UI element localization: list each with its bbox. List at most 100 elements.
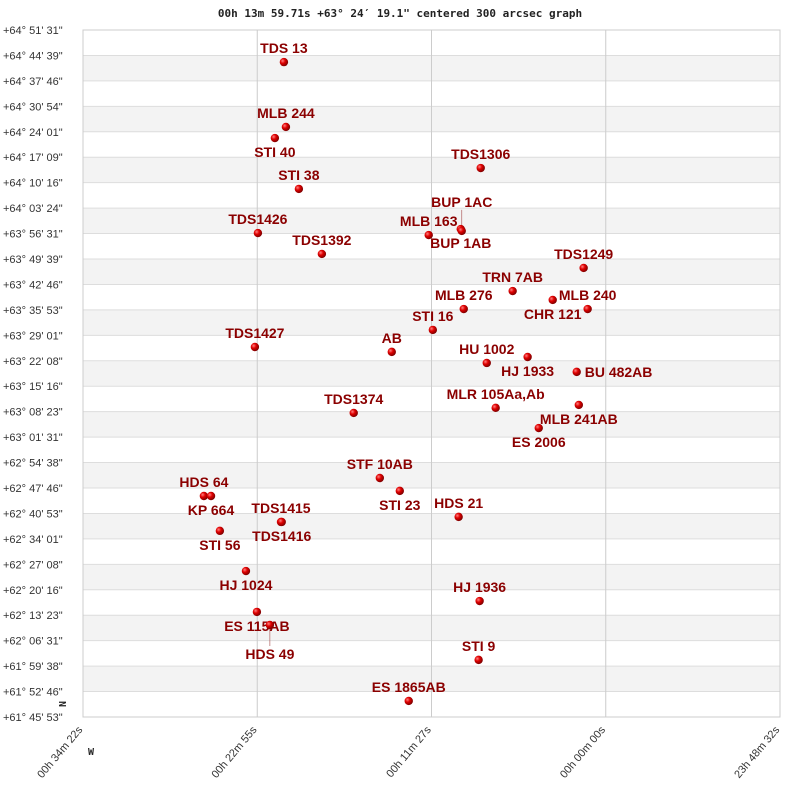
y-tick-label: +61° 45' 53" [3, 712, 63, 724]
star-marker[interactable] [253, 228, 263, 238]
star[interactable]: ES 115AB [224, 607, 290, 634]
star[interactable]: STI 16 [412, 308, 454, 335]
y-tick-label: +62° 54' 38" [3, 458, 63, 470]
star[interactable]: BUP 1AC [431, 194, 492, 236]
star-marker[interactable] [579, 263, 588, 273]
star-marker[interactable] [395, 486, 404, 496]
star[interactable]: MLB 240 [559, 287, 617, 314]
star-marker[interactable] [265, 620, 275, 630]
star-marker[interactable] [572, 367, 581, 377]
star-marker[interactable] [459, 304, 468, 314]
star-marker[interactable] [474, 655, 483, 665]
star[interactable]: HJ 1024 [219, 566, 273, 593]
y-tick-label: +63° 56' 31" [3, 229, 63, 241]
star-marker[interactable] [534, 423, 543, 433]
star-label: ES 2006 [512, 434, 566, 450]
star[interactable]: MLB 276 [435, 287, 493, 314]
star[interactable]: TRN 7AB [482, 269, 543, 296]
star-marker[interactable] [508, 286, 517, 296]
y-tick-label: +63° 15' 16" [3, 381, 63, 393]
star[interactable]: HU 1002 [459, 341, 515, 368]
star-marker[interactable] [404, 696, 413, 706]
star[interactable]: STF 10AB [347, 456, 413, 483]
star-marker[interactable] [583, 304, 592, 314]
star[interactable]: TDS1427 [225, 325, 285, 352]
star-marker[interactable] [206, 491, 216, 501]
star[interactable]: ES 1865AB [372, 679, 446, 706]
star[interactable]: MLB 241AB [540, 400, 618, 427]
star-marker[interactable] [277, 517, 286, 527]
star-marker[interactable] [215, 526, 225, 536]
star-label: HJ 1933 [501, 363, 554, 379]
star-label: KP 664 [188, 502, 235, 518]
star-marker[interactable] [574, 400, 584, 410]
star[interactable]: AB [382, 330, 402, 357]
star-label: MLB 240 [559, 287, 617, 303]
plot-frame [82, 29, 781, 718]
y-tick-label: +64° 30' 54" [3, 101, 63, 113]
star[interactable]: HJ 1936 [453, 579, 506, 606]
star[interactable]: MLB 163 [400, 213, 458, 240]
star[interactable]: KP 664 [188, 491, 235, 518]
star[interactable]: TDS1426 [228, 211, 288, 238]
star[interactable]: HJ 1933 [501, 352, 554, 379]
star[interactable]: STI 56 [199, 526, 241, 553]
star[interactable]: HDS 64 [179, 474, 229, 501]
star-label: STI 9 [462, 638, 496, 654]
star[interactable]: TDS1306 [451, 146, 511, 173]
star-marker[interactable] [281, 122, 291, 132]
star[interactable]: BU 482AB [572, 364, 653, 380]
star-marker[interactable] [424, 230, 433, 240]
star-marker[interactable] [523, 352, 532, 362]
star-label: HJ 1024 [219, 577, 272, 593]
star[interactable]: CHR 121 [524, 295, 582, 322]
x-tick-label: 00h 22m 55s [209, 724, 259, 781]
star-marker[interactable] [349, 408, 358, 418]
star-marker[interactable] [387, 347, 396, 357]
star-label: HDS 49 [245, 646, 294, 662]
y-tick-label: +64° 24' 01" [3, 127, 63, 139]
star[interactable]: TDS1416 [252, 517, 312, 544]
star[interactable]: STI 23 [379, 486, 421, 513]
star[interactable]: HDS 49 [245, 620, 295, 662]
star-marker[interactable] [457, 226, 466, 236]
star[interactable]: TDS1392 [292, 232, 352, 259]
star[interactable]: STI 9 [462, 638, 496, 665]
star-marker[interactable] [270, 133, 280, 143]
star-marker[interactable] [454, 512, 463, 522]
star-marker[interactable] [317, 249, 327, 259]
star-marker[interactable] [294, 184, 304, 194]
y-tick-label: +64° 03' 24" [3, 203, 63, 215]
star-label: BUP 1AB [430, 235, 491, 251]
star-label: TDS1374 [324, 391, 383, 407]
star-marker[interactable] [428, 325, 438, 335]
star-label: TRN 7AB [482, 269, 543, 285]
star-marker[interactable] [250, 342, 260, 352]
star[interactable]: STI 38 [278, 167, 320, 194]
star-label: HDS 64 [179, 474, 228, 490]
star-marker[interactable] [241, 566, 251, 576]
star[interactable]: STI 40 [254, 133, 296, 160]
star-label: TDS1416 [252, 528, 311, 544]
star-marker[interactable] [252, 607, 262, 617]
star[interactable]: TDS 13 [260, 40, 308, 67]
star[interactable]: TDS1249 [554, 246, 613, 273]
star-marker[interactable] [548, 295, 557, 305]
star[interactable]: MLB 244 [257, 105, 315, 132]
y-tick-label: +62° 06' 31" [3, 636, 63, 648]
star-marker[interactable] [482, 358, 491, 368]
star-marker[interactable] [199, 491, 209, 501]
star[interactable]: TDS1374 [324, 391, 383, 418]
star[interactable]: ES 2006 [512, 423, 566, 450]
star[interactable]: MLR 105Aa,Ab [447, 386, 545, 413]
star-label: BUP 1AC [431, 194, 492, 210]
star-marker[interactable] [476, 163, 485, 173]
y-tick-label: +63° 01' 31" [3, 432, 63, 444]
star-label: TDS1306 [451, 146, 510, 162]
star-marker[interactable] [375, 473, 385, 483]
star-marker[interactable] [475, 596, 484, 606]
star-marker[interactable] [491, 403, 500, 413]
star[interactable]: HDS 21 [434, 495, 483, 522]
star-marker[interactable] [279, 57, 289, 67]
